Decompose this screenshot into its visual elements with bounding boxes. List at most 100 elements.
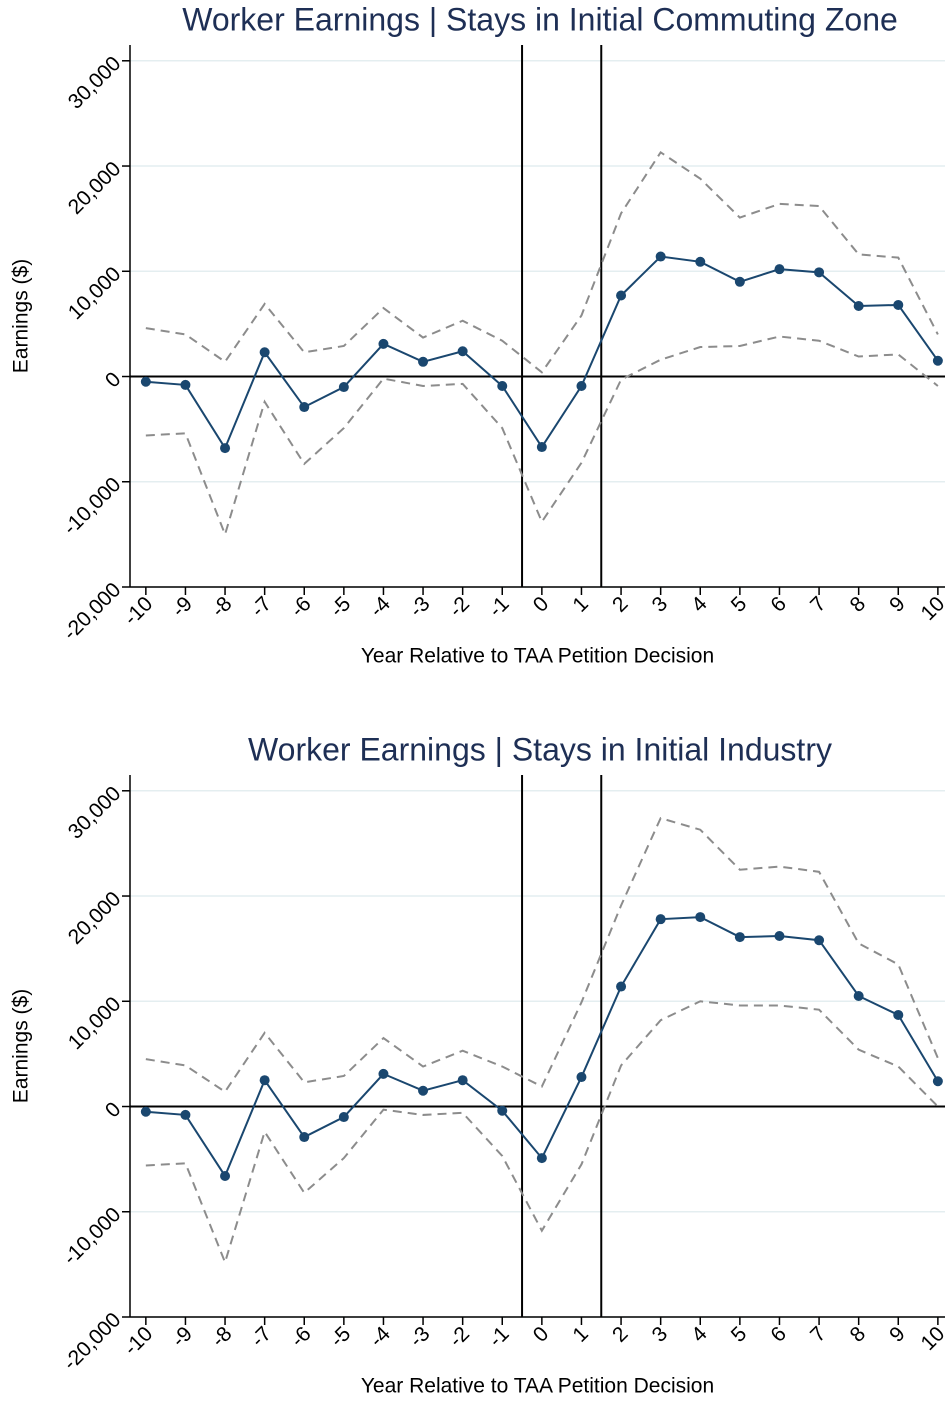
data-point (576, 1072, 587, 1083)
x-tick-label: 7 (806, 592, 831, 617)
x-tick-label: -3 (405, 592, 434, 621)
x-tick-label: -9 (167, 1322, 196, 1351)
x-tick-label: -4 (365, 592, 395, 622)
x-tick-label: -10 (120, 592, 158, 630)
y-tick-label: 10,000 (64, 262, 126, 324)
series-line (145, 1000, 939, 1266)
data-point (655, 914, 666, 925)
x-tick-label: 10 (917, 592, 946, 625)
data-point (536, 1153, 547, 1164)
data-point (536, 442, 547, 453)
y-tick-label: 20,000 (64, 157, 126, 219)
x-tick-label: 8 (846, 592, 871, 617)
x-tick-label: -1 (484, 1322, 513, 1351)
data-point (220, 1170, 231, 1181)
x-axis-label: Year Relative to TAA Petition Decision (361, 645, 714, 668)
x-tick-label: 6 (766, 1322, 791, 1347)
x-tick-label: 9 (885, 1322, 910, 1347)
series-line (145, 816, 939, 1094)
x-axis-label: Year Relative to TAA Petition Decision (361, 1375, 714, 1398)
x-tick-label: -2 (445, 1322, 474, 1351)
data-point (259, 1075, 270, 1086)
subchart: Worker Earnings | Stays in Initial Commu… (10, 1, 946, 667)
x-tick-label: -8 (207, 1322, 236, 1351)
y-tick-label: -10,000 (59, 473, 126, 540)
x-tick-label: 6 (766, 592, 791, 617)
data-point (259, 347, 270, 358)
x-tick-label: 4 (687, 1322, 712, 1347)
data-point (457, 1075, 468, 1086)
data-point (814, 935, 825, 946)
data-point (734, 276, 745, 287)
x-tick-label: 8 (846, 1322, 871, 1347)
x-tick-label: -2 (445, 592, 474, 621)
data-point (932, 355, 943, 366)
series-line (145, 150, 939, 374)
x-tick-label: 9 (885, 592, 910, 617)
x-tick-label: 0 (529, 1322, 554, 1347)
data-point (814, 267, 825, 278)
data-point (616, 981, 627, 992)
x-tick-label: -5 (326, 592, 355, 621)
data-point (418, 1085, 429, 1096)
x-tick-label: -5 (326, 1322, 355, 1351)
data-point (695, 912, 706, 923)
data-point (576, 380, 587, 391)
data-point (140, 376, 151, 387)
data-point (734, 932, 745, 943)
x-tick-label: 4 (687, 592, 712, 617)
x-tick-label: -9 (167, 592, 196, 621)
data-point (378, 338, 389, 349)
y-tick-label: -20,000 (59, 578, 126, 645)
data-point (299, 402, 310, 413)
x-tick-label: 2 (608, 1322, 633, 1347)
x-tick-label: -4 (365, 1322, 395, 1352)
x-tick-label: 2 (608, 592, 633, 617)
x-tick-label: -3 (405, 1322, 434, 1351)
x-tick-label: 10 (917, 1322, 946, 1355)
data-point (695, 256, 706, 267)
data-point (338, 1112, 349, 1123)
x-tick-label: 5 (727, 592, 752, 617)
data-point (299, 1132, 310, 1143)
data-point (853, 991, 864, 1002)
data-point (655, 251, 666, 262)
y-tick-label: 30,000 (64, 782, 126, 844)
data-point (853, 301, 864, 312)
data-point (338, 382, 349, 393)
x-tick-label: -8 (207, 592, 236, 621)
y-tick-label: -20,000 (59, 1308, 126, 1375)
y-tick-label: 0 (101, 368, 126, 393)
data-point (774, 264, 785, 275)
data-point (497, 1105, 508, 1116)
y-tick-label: -10,000 (59, 1203, 126, 1270)
y-tick-label: 0 (101, 1098, 126, 1123)
x-tick-label: 5 (727, 1322, 752, 1347)
x-tick-label: -7 (247, 592, 276, 621)
data-point (220, 443, 231, 454)
y-axis-label: Earnings ($) (10, 989, 33, 1103)
data-point (457, 346, 468, 357)
x-tick-label: 1 (568, 592, 593, 617)
data-point (616, 290, 627, 301)
x-tick-label: 1 (568, 1322, 593, 1347)
y-tick-label: 10,000 (64, 992, 126, 1054)
data-point (180, 379, 191, 390)
x-tick-label: -6 (286, 1322, 315, 1351)
x-tick-label: 3 (648, 1322, 673, 1347)
x-tick-label: 7 (806, 1322, 831, 1347)
series-line (145, 335, 939, 538)
data-point (418, 356, 429, 367)
y-tick-label: 30,000 (64, 52, 126, 114)
x-tick-label: 0 (529, 592, 554, 617)
data-point (378, 1068, 389, 1079)
y-axis-label: Earnings ($) (10, 259, 33, 373)
y-tick-label: 20,000 (64, 887, 126, 949)
data-point (893, 1009, 904, 1020)
data-point (180, 1109, 191, 1120)
chart-title: Worker Earnings | Stays in Initial Commu… (182, 1, 898, 37)
data-point (774, 931, 785, 942)
data-point (497, 380, 508, 391)
x-tick-label: -1 (484, 592, 513, 621)
